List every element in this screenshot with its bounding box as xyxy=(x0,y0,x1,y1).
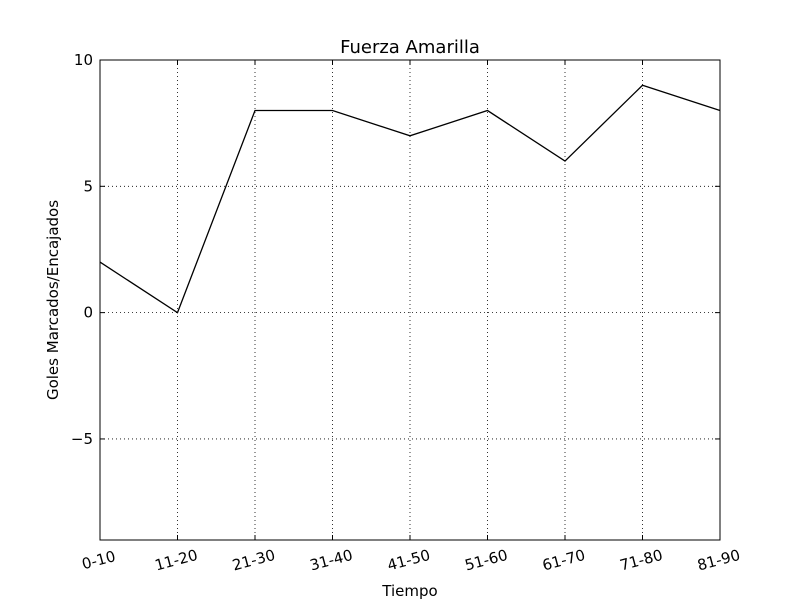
data-points xyxy=(99,85,721,313)
grid-lines xyxy=(99,59,721,540)
x-tick-label: 81-90 xyxy=(695,546,742,575)
x-tick-label: 21-30 xyxy=(230,546,277,575)
x-tick-label: 31-40 xyxy=(308,546,355,575)
x-tick-labels: 0-10 11-20 21-30 31-40 41-50 51-60 61-70 71-80 8… xyxy=(80,546,742,575)
series-line xyxy=(99,84,721,314)
x-tick-label: 41-50 xyxy=(385,546,432,575)
x-tick-label: 61-70 xyxy=(540,546,587,575)
x-axis-label: Tiempo xyxy=(381,582,437,600)
y-tick-label: 0 xyxy=(83,304,93,322)
x-tick-label: 0-10 xyxy=(80,547,118,573)
axis-ticks xyxy=(99,59,721,540)
chart-title: Fuerza Amarilla xyxy=(340,37,480,58)
y-tick-label: 10 xyxy=(74,51,93,69)
y-tick-labels: 10 5 0 −5 xyxy=(71,51,93,448)
x-tick-label: 11-20 xyxy=(153,546,200,575)
x-tick-label: 71-80 xyxy=(618,546,665,575)
x-tick-label: 51-60 xyxy=(463,546,510,575)
y-tick-label: 5 xyxy=(83,177,93,195)
y-tick-label: −5 xyxy=(71,430,93,448)
y-axis-label: Goles Marcados/Encajados xyxy=(44,200,62,400)
